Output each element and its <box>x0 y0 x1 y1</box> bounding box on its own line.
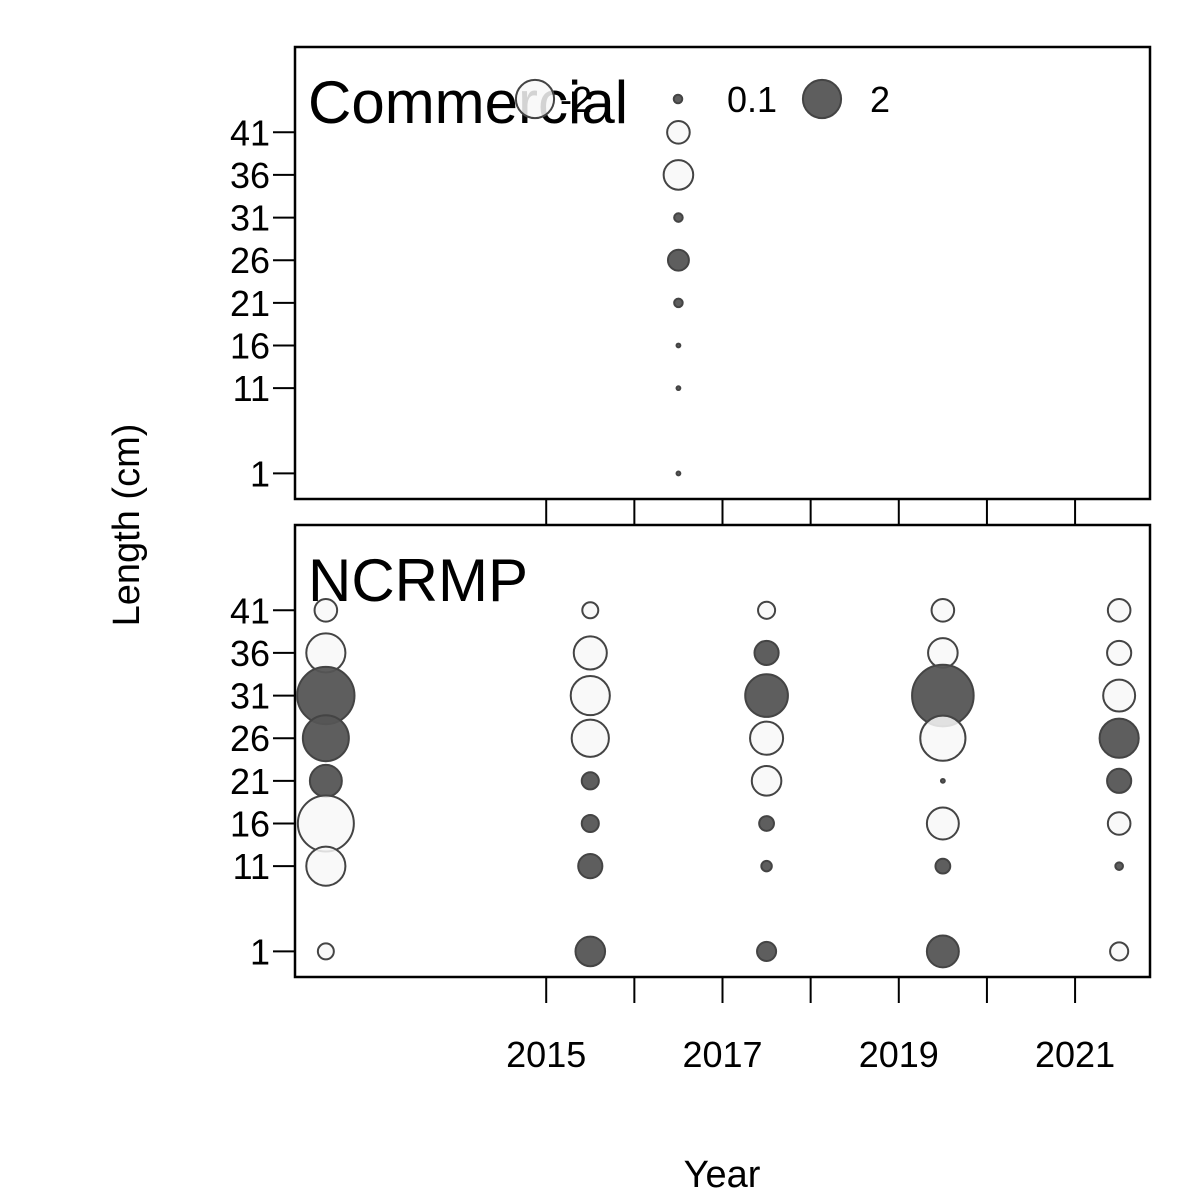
bubble <box>1106 811 1132 836</box>
bubble <box>750 765 783 797</box>
bubble <box>919 714 967 762</box>
bubble <box>305 845 347 887</box>
bubble <box>308 763 343 798</box>
y-tick-label: 1 <box>250 931 270 972</box>
bubble <box>666 119 691 145</box>
bubble <box>574 935 607 968</box>
legend-bubble <box>801 78 843 120</box>
bubble <box>316 942 335 961</box>
x-axis: 2015 2017 2019 2021 <box>506 499 1115 1075</box>
bubble <box>301 714 350 763</box>
y-tick-label: 16 <box>230 325 270 366</box>
bubble <box>1106 639 1133 666</box>
bubble <box>934 857 952 875</box>
y-tick-label: 11 <box>233 846 270 887</box>
y-axis-title: Length (cm) <box>106 424 148 627</box>
x-tick-label: 2019 <box>859 1034 939 1075</box>
size-legend: -2 0.1 2 <box>514 78 890 120</box>
y-tick-label: 26 <box>230 240 270 281</box>
bubble <box>1106 597 1132 623</box>
bubble <box>675 470 682 477</box>
bubble <box>1098 717 1140 759</box>
x-tick-label: 2015 <box>506 1034 586 1075</box>
y-tick-label: 31 <box>230 198 270 239</box>
legend-label: 2 <box>870 79 890 120</box>
bubbles-commercial <box>662 119 695 477</box>
bubble <box>1109 941 1130 962</box>
bubble <box>675 385 682 392</box>
bubble <box>1114 861 1124 871</box>
bubble <box>666 248 690 272</box>
y-tick-label: 31 <box>230 676 270 717</box>
bubble <box>580 813 600 834</box>
bubble <box>570 718 610 758</box>
bubble <box>744 673 789 718</box>
bubble <box>756 940 778 962</box>
bubble <box>753 639 780 666</box>
y-tick-label: 21 <box>230 283 270 324</box>
x-tick-label: 2017 <box>682 1034 762 1075</box>
legend-bubble <box>672 93 684 105</box>
bubble <box>757 600 777 620</box>
y-tick-label: 21 <box>230 761 270 802</box>
x-axis-title: Year <box>684 1154 761 1196</box>
bubble <box>930 597 956 623</box>
legend-bubble <box>514 78 556 120</box>
bubble <box>939 777 946 784</box>
bubble <box>760 859 773 873</box>
bubble <box>673 212 684 223</box>
bubble <box>1102 678 1137 713</box>
y-tick-label: 36 <box>230 155 270 196</box>
bubble <box>925 806 960 841</box>
y-tick-label: 26 <box>230 718 270 759</box>
y-tick-label: 36 <box>230 633 270 674</box>
bubble <box>580 771 600 791</box>
bubble <box>675 342 682 349</box>
legend-label: 0.1 <box>727 79 777 120</box>
bubble <box>313 597 339 623</box>
bubble <box>296 794 355 853</box>
bubble <box>925 934 960 969</box>
x-tick-label: 2021 <box>1035 1034 1115 1075</box>
y-tick-label: 1 <box>250 453 270 494</box>
bubble <box>927 637 959 669</box>
panel-label-ncrmp: NCRMP <box>308 547 528 614</box>
y-tick-label: 41 <box>230 590 270 631</box>
y-tick-label: 16 <box>230 803 270 844</box>
bubble <box>1106 767 1133 794</box>
legend-label: -2 <box>560 79 592 120</box>
panel-label-commercial: Commercial <box>308 69 628 136</box>
bubble <box>572 635 608 671</box>
bubble <box>673 297 684 309</box>
bubble <box>758 815 775 832</box>
bubble <box>662 159 695 191</box>
y-tick-label: 11 <box>233 368 270 409</box>
bubble <box>749 720 785 756</box>
bubbles-ncrmp <box>296 597 1140 969</box>
bubble <box>569 675 611 717</box>
y-tick-label: 41 <box>230 112 270 153</box>
bubble <box>581 601 600 620</box>
bubble <box>577 853 604 880</box>
